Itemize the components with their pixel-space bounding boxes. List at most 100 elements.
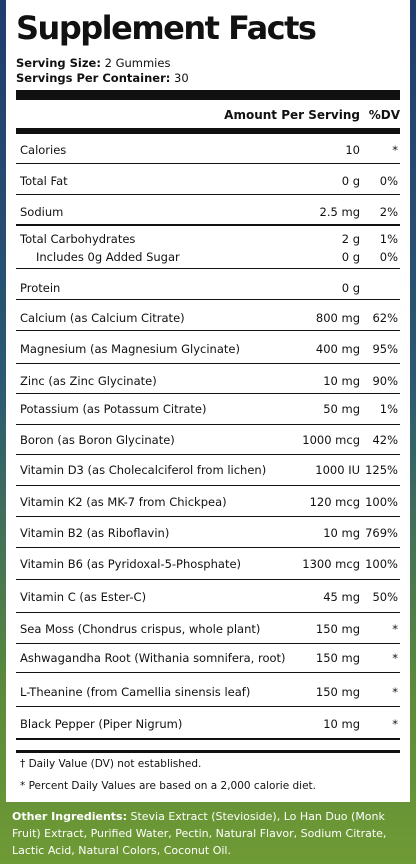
- nutrient-dv: 0%: [379, 174, 398, 188]
- row-divider: [16, 424, 400, 425]
- row-divider: [16, 612, 400, 613]
- nutrient-amount: 2.5 mg: [319, 205, 360, 219]
- nutrient-amount: 1000 IU: [315, 463, 360, 477]
- servings-per-container-value: 30: [174, 71, 189, 85]
- nutrient-name: Vitamin K2 (as MK-7 from Chickpea): [20, 495, 227, 509]
- nutrient-name: L-Theanine (from Camellia sinensis leaf): [20, 685, 251, 699]
- nutrient-name: Black Pepper (Piper Nigrum): [20, 717, 183, 731]
- nutrient-dv: *: [392, 685, 398, 699]
- nutrient-name: Zinc (as Zinc Glycinate): [20, 374, 157, 388]
- nutrient-amount: 50 mg: [323, 402, 360, 416]
- nutrient-dv: *: [392, 651, 398, 665]
- footnote-percent: * Percent Daily Values are based on a 2,…: [20, 780, 316, 792]
- nutrient-dv: 42%: [372, 433, 398, 447]
- nutrient-amount: 0 g: [341, 174, 360, 188]
- other-ingredients-label: Other Ingredients:: [12, 810, 127, 823]
- nutrient-amount: 10 mg: [323, 374, 360, 388]
- header-divider: [16, 128, 400, 133]
- servings-per-container: Servings Per Container: 30: [16, 71, 189, 85]
- table-row: Calories 10 *: [16, 143, 400, 159]
- nutrient-name: Total Carbohydrates: [20, 232, 136, 246]
- nutrient-dv: 62%: [372, 311, 398, 325]
- row-divider: [16, 750, 400, 753]
- nutrient-amount: 120 mcg: [309, 495, 360, 509]
- nutrient-name: Sea Moss (Chondrus crispus, whole plant): [20, 622, 261, 636]
- nutrient-amount: 45 mg: [323, 590, 360, 604]
- serving-size: Serving Size: 2 Gummies: [16, 56, 170, 70]
- nutrient-amount: 1300 mcg: [302, 557, 360, 571]
- row-divider: [16, 363, 400, 364]
- row-divider: [16, 133, 400, 134]
- nutrient-amount: 10 mg: [323, 717, 360, 731]
- nutrient-name: Vitamin B6 (as Pyridoxal-5-Phosphate): [20, 557, 242, 571]
- row-divider: [16, 194, 400, 195]
- nutrient-name: Total Fat: [20, 174, 68, 188]
- thick-divider: [16, 90, 400, 100]
- nutrient-name: Includes 0g Added Sugar: [36, 250, 180, 264]
- table-row: Vitamin K2 (as MK-7 from Chickpea) 120 mc…: [16, 495, 400, 511]
- table-row: Ashwagandha Root (Withania somnifera, ro…: [16, 651, 400, 667]
- table-row: Vitamin C (as Ester-C) 45 mg 50%: [16, 590, 400, 606]
- table-row: Sea Moss (Chondrus crispus, whole plant)…: [16, 622, 400, 638]
- row-divider: [16, 163, 400, 164]
- nutrient-dv: 769%: [365, 526, 398, 540]
- nutrient-amount: 1000 mcg: [302, 433, 360, 447]
- nutrient-dv: 90%: [372, 374, 398, 388]
- row-divider: [16, 706, 400, 707]
- table-row: Vitamin B2 (as Riboflavin) 10 mg 769%: [16, 526, 400, 542]
- nutrient-amount: 800 mg: [315, 311, 360, 325]
- serving-size-label: Serving Size:: [16, 56, 101, 70]
- nutrient-name: Calories: [20, 143, 67, 157]
- nutrient-dv: 100%: [365, 557, 398, 571]
- nutrient-dv: 1%: [379, 402, 398, 416]
- nutrient-dv: 1%: [379, 232, 398, 246]
- nutrient-dv: 2%: [379, 205, 398, 219]
- nutrient-dv: 0%: [379, 250, 398, 264]
- row-divider: [16, 738, 400, 740]
- table-row: Includes 0g Added Sugar 0 g 0%: [16, 250, 400, 266]
- table-row: Vitamin D3 (as Cholecalciferol from lich…: [16, 463, 400, 479]
- nutrient-name: Ashwagandha Root (Withania somnifera, ro…: [20, 651, 286, 665]
- nutrient-dv: 50%: [372, 590, 398, 604]
- table-row: Potassium (as Potassum Citrate) 50 mg 1%: [16, 402, 400, 418]
- row-divider: [16, 224, 400, 226]
- nutrient-name: Sodium: [20, 205, 64, 219]
- nutrient-amount: 2 g: [341, 232, 360, 246]
- nutrient-dv: *: [392, 717, 398, 731]
- page-title: Supplement Facts: [16, 9, 317, 47]
- nutrient-name: Vitamin C (as Ester-C): [20, 590, 147, 604]
- nutrient-dv: 100%: [365, 495, 398, 509]
- nutrient-name: Magnesium (as Magnesium Glycinate): [20, 342, 240, 356]
- serving-size-value: 2 Gummies: [104, 56, 171, 70]
- nutrient-amount: 150 mg: [315, 685, 360, 699]
- nutrient-amount: 400 mg: [315, 342, 360, 356]
- nutrient-amount: 10 mg: [323, 526, 360, 540]
- nutrient-amount: 150 mg: [315, 622, 360, 636]
- nutrient-dv: 125%: [365, 463, 398, 477]
- servings-per-container-label: Servings Per Container:: [16, 71, 171, 85]
- nutrient-amount: 10: [345, 143, 360, 157]
- table-row: Vitamin B6 (as Pyridoxal-5-Phosphate) 130…: [16, 557, 400, 573]
- row-divider: [16, 672, 400, 673]
- nutrient-dv: 95%: [372, 342, 398, 356]
- table-row: Magnesium (as Magnesium Glycinate) 400 mg…: [16, 342, 400, 358]
- nutrient-amount: 0 g: [341, 281, 360, 295]
- row-divider: [16, 330, 400, 331]
- row-divider: [16, 299, 400, 300]
- nutrient-name: Vitamin D3 (as Cholecalciferol from lich…: [20, 463, 267, 477]
- supplement-facts-panel: Supplement Facts Serving Size: 2 Gummies…: [6, 0, 410, 802]
- table-row: L-Theanine (from Camellia sinensis leaf)…: [16, 685, 400, 701]
- row-divider: [16, 485, 400, 486]
- nutrient-name: Vitamin B2 (as Riboflavin): [20, 526, 170, 540]
- table-row: Boron (as Boron Glycinate) 1000 mcg 42%: [16, 433, 400, 449]
- row-divider: [16, 393, 400, 394]
- amount-per-serving-header: Amount Per Serving: [224, 108, 360, 122]
- table-row: Black Pepper (Piper Nigrum) 10 mg *: [16, 717, 400, 733]
- footnote-dv: † Daily Value (DV) not established.: [20, 758, 202, 770]
- dv-header: %DV: [368, 108, 400, 122]
- nutrient-name: Protein: [20, 281, 61, 295]
- nutrient-dv: *: [392, 622, 398, 636]
- table-row: Zinc (as Zinc Glycinate) 10 mg 90%: [16, 374, 400, 390]
- row-divider: [16, 268, 400, 269]
- other-ingredients: Other Ingredients: Stevia Extract (Stevi…: [12, 808, 406, 859]
